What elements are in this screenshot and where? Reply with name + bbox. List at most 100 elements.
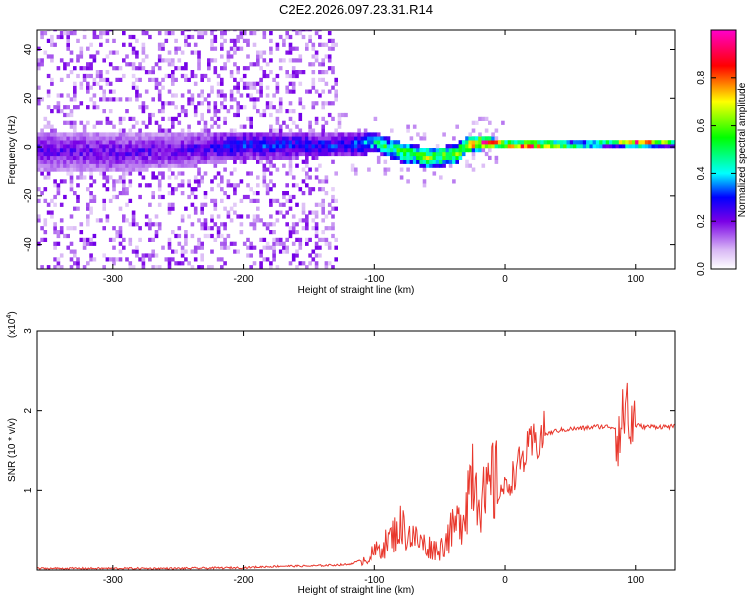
spectrogram-cell [76, 136, 80, 141]
spectrogram-cell [256, 109, 260, 114]
spectrogram-cell [210, 46, 214, 51]
spectrogram-cell [376, 148, 381, 153]
spectrogram-cell [197, 148, 201, 153]
spectrogram-cell [229, 148, 234, 153]
spectrogram-cell [82, 144, 87, 149]
spectrogram-cell [216, 109, 221, 114]
spectrogram-cell [43, 31, 48, 36]
spectrogram-cell [151, 191, 155, 196]
spectrogram-cell [89, 151, 93, 157]
spectrogram-cell [262, 148, 267, 153]
spectrogram-cell [193, 144, 198, 149]
spectrogram-cell [108, 89, 113, 94]
spectrogram-cell [190, 163, 195, 168]
spectrogram-cell [321, 62, 325, 67]
spectrogram-cell [157, 31, 162, 36]
spectrogram-cell [190, 191, 195, 196]
spectrogram-cell [89, 62, 93, 67]
spectrogram-cell [223, 31, 227, 36]
spectrogram-cell [357, 132, 361, 137]
spectrogram-cell [305, 144, 309, 149]
spectrogram-cell [301, 261, 306, 266]
spectrogram-cell [321, 58, 325, 63]
spectrogram-cell [638, 140, 642, 145]
spectrogram-cell [86, 73, 90, 79]
spectrogram-cell [314, 253, 319, 258]
spectrogram-cell [184, 30, 188, 32]
spectrogram-cell [53, 155, 57, 160]
spectrogram-cell [282, 155, 286, 160]
spectrogram-cell [285, 249, 289, 254]
spectrogram-cell [37, 148, 41, 153]
spectrogram-cell [73, 144, 77, 149]
spectrogram-cell [327, 112, 332, 118]
spectrogram-cell [236, 155, 240, 160]
spectrogram-cell [203, 226, 208, 231]
spectrogram-cell [99, 97, 103, 102]
spectrogram-cell [76, 140, 80, 145]
spectrogram-cell [285, 155, 289, 160]
spectrogram-cell [135, 163, 139, 168]
spectrogram-cell [242, 140, 247, 145]
spectrogram-cell [190, 159, 195, 164]
spectrogram-cell [295, 46, 299, 51]
spectrogram-cell [233, 112, 237, 118]
spectrogram-cell [128, 261, 133, 266]
spectrogram-cell [344, 136, 348, 141]
spectrogram-cell [73, 30, 77, 32]
spectrogram-cell [193, 159, 198, 164]
spectrogram-cell [40, 265, 44, 269]
spectrogram-cell [56, 132, 61, 137]
spectrogram-cell [59, 58, 64, 63]
spectrogram-cell [157, 54, 162, 59]
spectrogram-cell [141, 155, 146, 160]
spectrogram-cell [164, 132, 169, 137]
spectrogram-cell [187, 214, 191, 219]
spectrogram-cell [167, 50, 172, 55]
spectrogram-cell [122, 171, 126, 176]
spectrogram-cell [233, 191, 237, 196]
spectrogram-cell [210, 151, 214, 157]
spectrogram-cell [69, 249, 74, 254]
spectrogram-cell [360, 151, 365, 157]
spectrogram-cell [135, 97, 139, 102]
spectrogram-cell [161, 155, 165, 160]
spectrogram-cell [282, 214, 286, 219]
spectrogram-cell [63, 167, 67, 172]
spectrogram-cell [161, 151, 165, 157]
spectrogram-cell [128, 265, 133, 269]
spectrogram-cell [321, 105, 325, 110]
spectrogram-cell [95, 81, 100, 86]
spectrogram-cell [200, 77, 204, 82]
spectrogram-cell [439, 148, 443, 153]
spectrogram-cell [239, 46, 244, 51]
spectrogram-cell [386, 151, 391, 157]
spectrogram-cell [37, 163, 41, 168]
spectrogram-cell [233, 249, 237, 254]
spectrogram-cell [190, 136, 195, 141]
spectrogram-cell [138, 163, 142, 168]
spectrogram-cell [488, 148, 492, 153]
spectrogram-cell [200, 116, 204, 121]
spectrogram-cell [69, 50, 74, 55]
spectrogram-cell [455, 159, 459, 164]
spectrogram-cell [112, 187, 116, 192]
spectrogram-cell [233, 183, 237, 188]
spectrogram-cell [210, 136, 214, 141]
spectrogram-cell [239, 151, 244, 157]
spectrogram-cell [311, 187, 316, 192]
spectrogram-cell [138, 132, 142, 137]
spectrogram-cell [82, 128, 87, 133]
spectrogram-cell [262, 175, 267, 180]
spectrogram-cell [494, 144, 499, 149]
spectrogram-cell [138, 167, 142, 172]
spectrogram-cell [122, 148, 126, 153]
spectrogram-cell [128, 148, 133, 153]
spectrogram-cell [357, 140, 361, 145]
spectrogram-cell [226, 140, 231, 145]
spectrogram-cell [197, 155, 201, 160]
spectrogram-cell [69, 124, 74, 129]
spectrogram-cell [291, 66, 296, 71]
spectrogram-cell [220, 233, 224, 239]
spectrogram-cell [615, 144, 620, 149]
